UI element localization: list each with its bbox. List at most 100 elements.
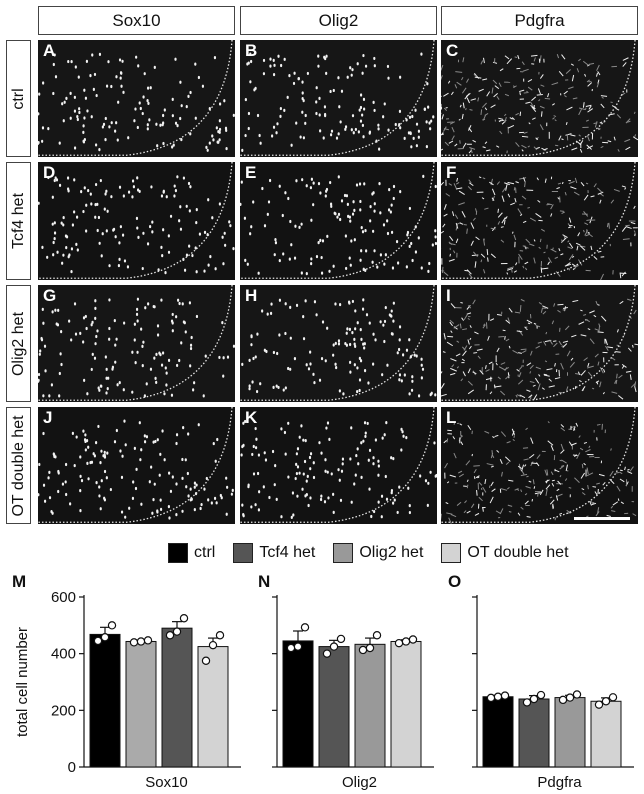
bar	[518, 698, 550, 768]
bar	[390, 640, 422, 768]
tissue-image	[441, 285, 638, 402]
panel-letter: G	[43, 286, 57, 305]
bar	[282, 640, 314, 768]
data-point	[500, 691, 510, 700]
micrograph-panel: E	[240, 162, 437, 280]
x-axis-title: Pdgfra	[537, 774, 582, 791]
panel-letter: K	[245, 408, 258, 427]
data-point	[300, 623, 310, 632]
data-point	[529, 694, 539, 704]
data-point	[129, 638, 139, 647]
micrograph-panel: H	[240, 285, 437, 402]
legend-label: OT double het	[467, 544, 569, 561]
data-point	[372, 631, 382, 640]
data-point	[572, 690, 582, 699]
data-point	[208, 640, 218, 650]
data-point	[286, 643, 296, 653]
chart-panel-letter-m: M	[12, 572, 27, 591]
data-point	[107, 621, 117, 630]
y-tick-label: 200	[51, 702, 76, 719]
data-point	[322, 649, 332, 658]
bar	[161, 627, 193, 768]
tissue-image	[240, 40, 437, 157]
data-point	[522, 698, 532, 707]
micrograph-panel: F	[441, 162, 638, 280]
scale-bar	[574, 517, 630, 520]
data-point	[486, 693, 496, 703]
bar	[318, 646, 350, 768]
tissue-image	[240, 162, 437, 280]
tissue-image	[441, 407, 638, 524]
column-header-pdgfra: Pdgfra	[441, 6, 638, 35]
data-point	[172, 627, 182, 636]
micrograph-panel: D	[38, 162, 235, 280]
data-point	[408, 635, 418, 644]
tissue-image	[240, 285, 437, 402]
micrograph-panel: A	[38, 40, 235, 157]
legend-item-ot-double-het: OT double het	[441, 543, 569, 563]
row-header-tcf4-het: Tcf4 het	[6, 162, 31, 280]
data-point	[143, 636, 153, 645]
y-tick-label: 400	[51, 646, 76, 663]
legend-label: ctrl	[194, 544, 216, 561]
legend-swatch	[168, 543, 188, 563]
y-tick-label: 0	[68, 759, 76, 776]
data-point	[215, 631, 225, 640]
data-point	[358, 645, 368, 655]
panel-letter: E	[245, 163, 257, 182]
legend-item-olig2-het: Olig2 het	[333, 543, 423, 563]
tissue-image	[38, 40, 235, 157]
legend-swatch	[441, 543, 462, 563]
legend-item-tcf4-het: Tcf4 het	[233, 543, 315, 563]
x-axis-title: Sox10	[145, 774, 188, 791]
bar	[125, 640, 157, 768]
bar	[89, 633, 121, 768]
data-point	[201, 656, 211, 665]
data-point	[336, 634, 346, 644]
data-point	[594, 700, 604, 709]
bar	[482, 696, 514, 768]
legend-swatch	[333, 543, 354, 563]
panel-letter: D	[43, 163, 56, 182]
data-point	[179, 614, 189, 623]
tissue-image	[240, 407, 437, 524]
bar	[197, 646, 229, 768]
tissue-image	[38, 162, 235, 280]
micrograph-panel: I	[441, 285, 638, 402]
data-point	[565, 693, 575, 702]
panel-letter: H	[245, 286, 258, 305]
panel-letter: A	[43, 41, 56, 60]
bar	[354, 643, 386, 768]
chart-panel-letter-n: N	[258, 572, 271, 591]
panel-letter: J	[43, 408, 53, 427]
tissue-image	[441, 162, 638, 280]
micrograph-panel: C	[441, 40, 638, 157]
panel-letter: C	[446, 41, 459, 60]
panel-letter: B	[245, 41, 258, 60]
data-point	[93, 636, 103, 646]
bar	[554, 697, 586, 768]
column-header-sox10: Sox10	[38, 6, 235, 35]
micrograph-panel: J	[38, 407, 235, 524]
tissue-image	[38, 407, 235, 524]
data-point	[365, 643, 375, 653]
panel-letter: F	[446, 163, 457, 182]
legend-item-ctrl: ctrl	[168, 543, 215, 563]
micrograph-panel: L	[441, 407, 638, 524]
legend-swatch	[233, 543, 254, 563]
panel-letter: I	[446, 286, 451, 305]
tissue-image	[38, 285, 235, 402]
data-point	[165, 631, 175, 640]
row-header-olig2-het: Olig2 het	[6, 285, 31, 402]
data-point	[394, 638, 404, 648]
data-point	[601, 697, 611, 706]
data-point	[558, 695, 568, 705]
micrograph-panel: K	[240, 407, 437, 524]
row-header-ot-double-het: OT double het	[6, 407, 31, 524]
legend-label: Tcf4 het	[259, 544, 316, 561]
row-header-ctrl: ctrl	[6, 40, 31, 157]
data-point	[100, 633, 110, 642]
y-axis-title: total cell number	[14, 627, 31, 737]
micrograph-panel: G	[38, 285, 235, 402]
